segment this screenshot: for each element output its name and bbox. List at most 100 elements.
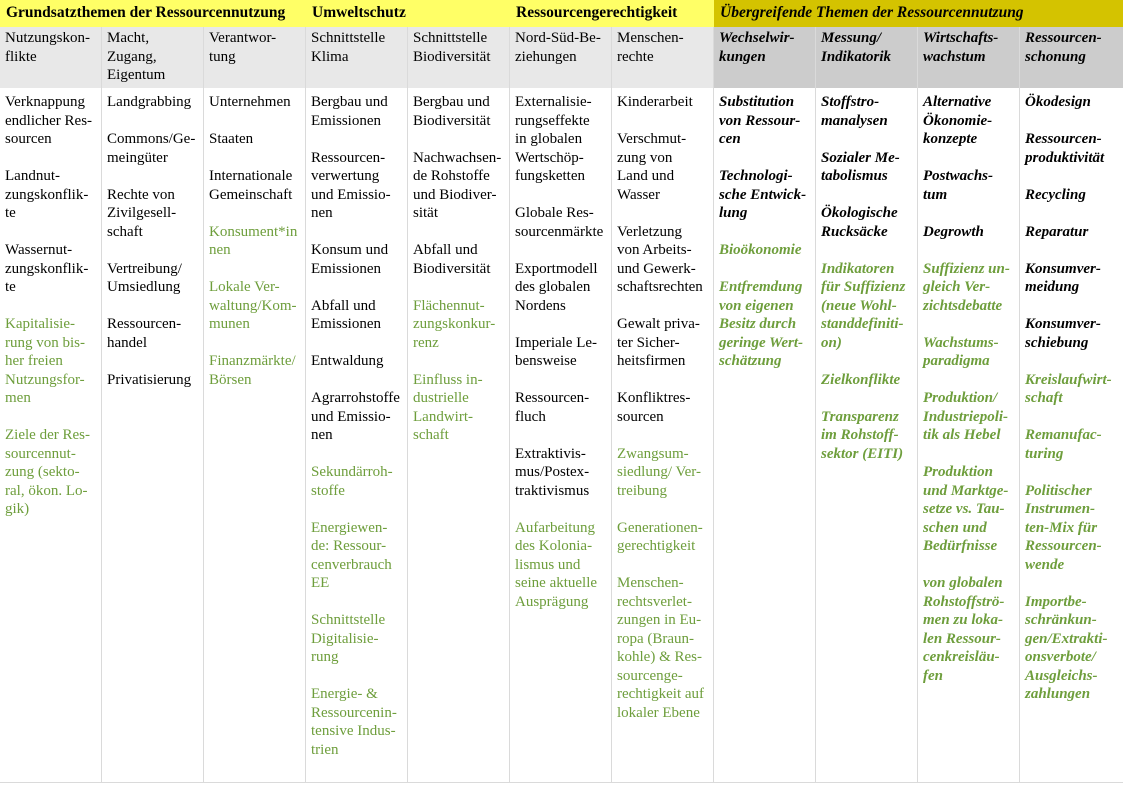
topic-item: Landnut- zungskonflik- te bbox=[5, 168, 89, 221]
topic-item: Privatisierung bbox=[107, 371, 192, 388]
topic-item: Vertreibung/ Umsiedlung bbox=[107, 260, 182, 296]
group-header-row: Grundsatzthemen der Ressourcennutzung Umw… bbox=[0, 0, 1123, 27]
column-body: Bergbau und Emissionen Ressourcen- verwer… bbox=[306, 88, 407, 783]
topic-item: Externalisie- rungseffekte in globalen W… bbox=[515, 94, 592, 184]
column-body: Unternehmen Staaten Internationale Gemeins… bbox=[204, 88, 305, 783]
topic-item: Gewalt priva- ter Sicher- heitsfirmen bbox=[617, 316, 700, 369]
column-header: Wirtschafts- wachstum bbox=[918, 27, 1019, 88]
topic-column: Wirtschafts- wachstum Alternative Ökonomi… bbox=[918, 27, 1020, 783]
topic-item: Ressourcen- produktivität bbox=[1025, 131, 1105, 166]
topic-item: Wachstums- paradigma bbox=[923, 334, 999, 370]
topic-item: Generationen- gerechtigkeit bbox=[617, 519, 703, 555]
column-header: Nord-Süd-Be- ziehungen bbox=[510, 27, 611, 88]
topic-item: Unternehmen bbox=[209, 94, 291, 110]
topic-item: Kinderarbeit bbox=[617, 94, 693, 110]
topic-item: Extraktivis- mus/Postex- traktivismus bbox=[515, 445, 590, 499]
topic-item: Imperiale Le- bensweise bbox=[515, 334, 598, 370]
column-header: Schnittstelle Biodiversität bbox=[408, 27, 509, 88]
topic-item: Einfluss in- dustrielle Landwirt- schaft bbox=[413, 371, 483, 444]
group-header: Übergreifende Themen der Ressourcennutzu… bbox=[714, 0, 1123, 27]
topic-item: Ressourcen- handel bbox=[107, 316, 182, 351]
topic-column: Verantwor- tung Unternehmen Staaten Interna… bbox=[204, 27, 306, 783]
group-header: Ressourcengerechtigkeit bbox=[510, 0, 714, 27]
topic-item: Lokale Ver- waltung/Kom- munen bbox=[209, 279, 297, 332]
topic-item: Konsument*in nen bbox=[209, 223, 298, 259]
topic-item: Aufarbeitung des Kolonia- lismus und sei… bbox=[515, 519, 598, 610]
columns: Nutzungskon- flikte Verknappung endlicher… bbox=[0, 27, 1123, 783]
topic-column: Messung/ Indikatorik Stoffstro- manalysen… bbox=[816, 27, 918, 783]
column-header: Messung/ Indikatorik bbox=[816, 27, 917, 88]
topic-item: Politischer Instrumen- ten-Mix für Resso… bbox=[1025, 482, 1102, 573]
topic-item: Globale Res- sourcenmärkte bbox=[515, 205, 604, 240]
topic-column: Nutzungskon- flikte Verknappung endlicher… bbox=[0, 27, 102, 783]
topic-item: Energiewen- de: Ressour- cenverbrauch EE bbox=[311, 519, 392, 592]
topic-column: Menschen- rechte Kinderarbeit Verschmut- z… bbox=[612, 27, 714, 783]
topic-column: Schnittstelle Klima Bergbau und Emissione… bbox=[306, 27, 408, 783]
topic-item: Degrowth bbox=[923, 223, 984, 240]
topic-item: Ressourcen- verwertung und Emissio- nen bbox=[311, 149, 391, 222]
topic-item: Substitution von Ressour- cen bbox=[719, 94, 801, 147]
topic-item: Zielkonflikte bbox=[821, 371, 901, 388]
topic-item: Landgrabbing bbox=[107, 94, 192, 110]
column-body: Substitution von Ressour- cen Technologi-… bbox=[714, 88, 815, 783]
topic-item: Abfall und Biodiversität bbox=[413, 242, 491, 277]
topic-column: Nord-Süd-Be- ziehungen Externalisie- rung… bbox=[510, 27, 612, 783]
topic-item: Remanufac- turing bbox=[1025, 427, 1102, 462]
topic-item: Produktion und Marktge- setze vs. Tau- s… bbox=[923, 464, 1009, 554]
topic-item: Verknappung endlicher Res- sourcen bbox=[5, 94, 93, 147]
column-body: Stoffstro- manalysen Sozialer Me- tabolis… bbox=[816, 88, 917, 783]
topic-item: Exportmodell des globalen Nordens bbox=[515, 260, 598, 314]
column-body: Landgrabbing Commons/Ge- meingüter Rechte … bbox=[102, 88, 203, 783]
topic-item: Indikatoren für Suffizienz (neue Wohl- s… bbox=[821, 260, 906, 351]
topic-item: Flächennut- zungskonkur- renz bbox=[413, 297, 496, 351]
topic-item: Agrarrohstoffe und Emissio- nen bbox=[311, 390, 400, 443]
topic-item: von globalen Rohstoffströ- men zu loka- … bbox=[923, 575, 1005, 684]
topic-item: Staaten bbox=[209, 131, 254, 147]
topic-item: Konsumver- schiebung bbox=[1025, 316, 1101, 351]
column-body: Alternative Ökonomie- konzepte Postwachs-… bbox=[918, 88, 1019, 783]
column-header: Verantwor- tung bbox=[204, 27, 305, 88]
topic-item: Entwaldung bbox=[311, 353, 384, 369]
group-header: Grundsatzthemen der Ressourcennutzung bbox=[0, 0, 306, 27]
topic-item: Sozialer Me- tabolismus bbox=[821, 149, 900, 185]
topic-item: Internationale Gemeinschaft bbox=[209, 168, 293, 203]
topic-item: Recycling bbox=[1025, 186, 1086, 203]
group-header: Umweltschutz bbox=[306, 0, 510, 27]
topic-item: Entfremdung von eigenen Besitz durch ger… bbox=[719, 279, 804, 369]
topic-item: Finanzmärkte/ Börsen bbox=[209, 353, 296, 388]
column-body: Externalisie- rungseffekte in globalen W… bbox=[510, 88, 611, 783]
topic-item: Ziele der Res- sourcennut- zung (sekto- … bbox=[5, 427, 90, 517]
topic-item: Menschen- rechtsverlet- zungen in Eu- ro… bbox=[617, 575, 705, 721]
topic-item: Suffizienz un- gleich Ver- zichtsdebatte bbox=[923, 260, 1010, 314]
topic-item: Nachwachsen- de Rohstoffe und Biodiver- … bbox=[413, 149, 502, 222]
topic-item: Verschmut- zung von Land und Wasser bbox=[617, 131, 687, 203]
topic-item: Zwangsum- siedlung/ Ver- treibung bbox=[617, 445, 701, 499]
topic-item: Energie- & Ressourcenin- tensive Indus- … bbox=[311, 686, 397, 758]
column-header: Wechselwir- kungen bbox=[714, 27, 815, 88]
topic-item: Wassernut- zungskonflik- te bbox=[5, 242, 89, 295]
topic-item: Transparenz im Rohstoff- sektor (EITI) bbox=[821, 408, 904, 462]
topic-item: Alternative Ökonomie- konzepte bbox=[923, 94, 993, 147]
topic-item: Stoffstro- manalysen bbox=[821, 94, 888, 129]
column-body: Ökodesign Ressourcen- produktivität Recycl… bbox=[1020, 88, 1123, 783]
topic-item: Konsum und Emissionen bbox=[311, 242, 389, 277]
topic-item: Postwachs- tum bbox=[923, 168, 994, 203]
topic-item: Konfliktres- sourcen bbox=[617, 390, 691, 425]
column-header: Schnittstelle Klima bbox=[306, 27, 407, 88]
topic-column: Macht, Zugang, Eigentum Landgrabbing Commo… bbox=[102, 27, 204, 783]
topic-item: Bergbau und Emissionen bbox=[311, 94, 388, 129]
column-body: Bergbau und Biodiversität Nachwachsen- de… bbox=[408, 88, 509, 783]
column-header: Menschen- rechte bbox=[612, 27, 713, 88]
topic-column: Schnittstelle Biodiversität Bergbau und B… bbox=[408, 27, 510, 783]
column-header: Ressourcen- schonung bbox=[1020, 27, 1123, 88]
column-header: Nutzungskon- flikte bbox=[0, 27, 101, 88]
topic-item: Importbe- schränkun- gen/Extrakti- onsve… bbox=[1025, 593, 1108, 703]
topic-column: Wechselwir- kungen Substitution von Resso… bbox=[714, 27, 816, 783]
topic-item: Kreislaufwirt- schaft bbox=[1025, 371, 1112, 407]
topic-item: Reparatur bbox=[1025, 223, 1089, 240]
topic-item: Rechte von Zivilgesell- schaft bbox=[107, 186, 177, 240]
topic-item: Bergbau und Biodiversität bbox=[413, 94, 491, 129]
topic-item: Schnittstelle Digitalisie- rung bbox=[311, 612, 386, 665]
topic-item: Ressourcen- fluch bbox=[515, 390, 590, 425]
